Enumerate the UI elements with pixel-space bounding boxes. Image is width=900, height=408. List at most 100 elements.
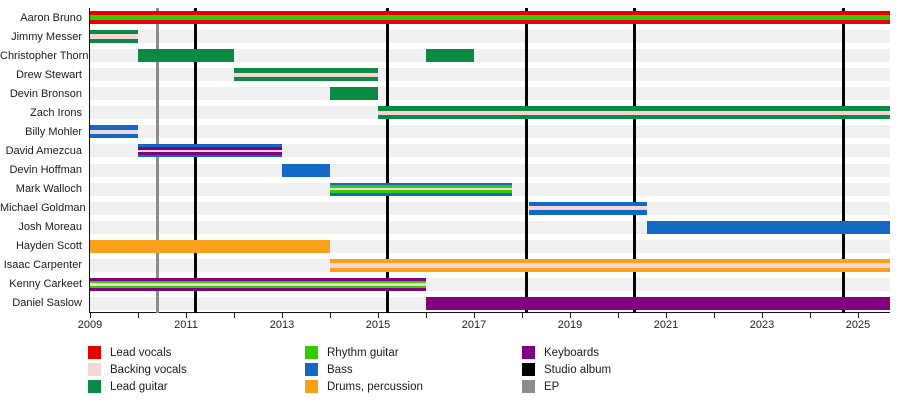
member-name-label: Drew Stewart	[15, 68, 82, 81]
legend-item: Keyboards	[522, 346, 599, 359]
studio-album-line	[633, 8, 637, 313]
member-name-label: Christopher Thorn	[0, 49, 89, 62]
axis-tick	[234, 313, 235, 318]
role-stripe-drums	[90, 239, 330, 253]
role-stripe-lead_guitar	[330, 87, 378, 101]
legend-item: Backing vocals	[88, 363, 187, 376]
role-stripe-bass	[529, 201, 647, 206]
role-stripe-keyboards	[90, 288, 426, 291]
member-name-label: Jimmy Messer	[11, 30, 82, 43]
axis-tick	[378, 313, 379, 318]
member-row-band	[90, 68, 890, 82]
member-bar	[330, 258, 890, 272]
legend-swatch-drums	[305, 380, 318, 393]
role-stripe-lead_guitar	[378, 106, 890, 111]
member-bar	[646, 220, 890, 234]
axis-tick	[426, 313, 427, 318]
role-stripe-lead_vocals	[90, 19, 890, 25]
member-bar	[90, 239, 330, 253]
legend-label: Keyboards	[544, 346, 599, 359]
role-stripe-lead_guitar	[426, 49, 474, 63]
role-stripe-bass	[90, 125, 138, 130]
legend-item: Drums, percussion	[305, 380, 423, 393]
member-bar	[138, 144, 282, 158]
role-stripe-lead_vocals	[90, 11, 890, 16]
role-stripe-keyboards	[138, 152, 282, 155]
member-bar	[426, 296, 890, 310]
axis-year-label: 2019	[557, 319, 583, 331]
axis-tick	[858, 313, 859, 318]
role-stripe-bass	[138, 144, 282, 148]
member-bar	[90, 277, 426, 291]
member-bar	[90, 125, 138, 139]
member-name-label: Daniel Saslow	[12, 297, 82, 310]
axis-tick	[90, 313, 91, 318]
member-name-label: Aaron Bruno	[20, 11, 82, 24]
member-name-label: Michael Goldman	[0, 202, 86, 215]
role-stripe-drums	[330, 267, 890, 272]
legend-swatch-bass	[305, 363, 318, 376]
legend-label: Backing vocals	[110, 363, 187, 376]
axis-year-label: 2011	[174, 319, 198, 331]
role-stripe-lead_guitar	[138, 49, 234, 63]
legend-label: Drums, percussion	[327, 380, 423, 393]
legend-label: Lead vocals	[110, 346, 172, 359]
role-stripe-bass	[330, 182, 513, 186]
role-stripe-lead_guitar	[90, 30, 138, 35]
member-name-label: Zach Irons	[30, 106, 82, 119]
studio-album-line	[842, 8, 846, 313]
member-row-band	[90, 49, 890, 63]
member-row-band	[90, 87, 890, 101]
role-stripe-lead_guitar	[234, 68, 378, 73]
role-stripe-bass	[138, 154, 282, 158]
role-stripe-lead_guitar	[90, 38, 138, 44]
axis-tick	[570, 313, 571, 318]
legend-label: EP	[544, 380, 560, 393]
axis-tick	[186, 313, 187, 318]
role-stripe-bass	[529, 210, 647, 215]
role-stripe-backing_vocals	[330, 187, 513, 191]
member-row-band	[90, 144, 890, 158]
role-stripe-rhythm_guitar	[90, 280, 426, 284]
studio-album-line	[525, 8, 529, 313]
legend-label: Rhythm guitar	[327, 346, 399, 359]
role-stripe-bass	[330, 192, 513, 196]
legend-item: Lead guitar	[88, 380, 168, 393]
member-row-band	[90, 201, 890, 215]
role-stripe-backing_vocals	[90, 34, 138, 39]
member-row-band	[90, 125, 890, 139]
legend-label: Lead guitar	[110, 380, 168, 393]
member-name-label: Hayden Scott	[15, 240, 82, 253]
legend-label: Studio album	[544, 363, 612, 376]
axis-year-label: 2015	[365, 319, 391, 331]
member-name-label: Kenny Carkeet	[9, 278, 82, 291]
role-stripe-drums	[330, 258, 890, 264]
axis-tick	[618, 313, 619, 318]
timeline-plot	[89, 8, 890, 313]
role-stripe-backing_vocals	[138, 149, 282, 153]
role-stripe-rhythm_guitar	[90, 15, 890, 20]
axis-tick	[762, 313, 763, 318]
axis-year-label: 2009	[77, 319, 103, 331]
member-name-label: Devin Hoffman	[9, 164, 82, 177]
role-stripe-lead_guitar	[234, 76, 378, 82]
role-stripe-keyboards	[138, 147, 282, 150]
legend-item: Lead vocals	[88, 346, 171, 359]
member-bar	[330, 87, 378, 101]
legend-item: Studio album	[522, 363, 611, 376]
member-bar	[378, 106, 890, 120]
role-stripe-bass	[90, 134, 138, 139]
role-stripe-backing_vocals	[90, 283, 426, 286]
member-row-band	[90, 163, 890, 177]
member-bar	[529, 201, 647, 215]
axis-tick	[810, 313, 811, 318]
legend-swatch-studio_album	[522, 363, 535, 376]
member-name-label: Devin Bronson	[9, 87, 82, 100]
member-name-label: Billy Mohler	[25, 125, 82, 138]
axis-year-label: 2021	[653, 319, 679, 331]
axis-tick	[474, 313, 475, 318]
legend-swatch-keyboards	[522, 346, 535, 359]
studio-album-line	[194, 8, 198, 313]
axis-tick	[282, 313, 283, 318]
